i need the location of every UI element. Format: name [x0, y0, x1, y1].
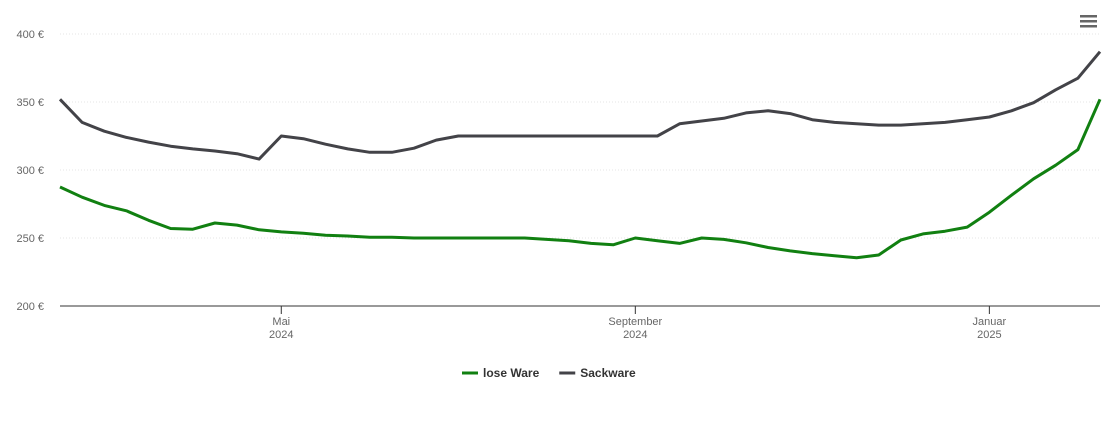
legend-item[interactable]: lose Ware [462, 366, 540, 380]
y-tick-label: 400 € [16, 29, 44, 41]
legend-label: Sackware [580, 366, 636, 380]
series-line [58, 50, 1102, 161]
x-tick-line: Januar [973, 316, 1007, 328]
x-tick-line: September [608, 316, 662, 328]
y-tick-label: 200 € [16, 301, 44, 313]
x-tick-line: 2025 [977, 329, 1001, 341]
x-tick-line: 2024 [269, 329, 293, 341]
y-tick-label: 250 € [16, 233, 44, 245]
menu-bar [1080, 20, 1097, 23]
x-tick-line: 2024 [623, 329, 647, 341]
menu-icon[interactable] [1080, 15, 1097, 28]
legend-item[interactable]: Sackware [559, 366, 636, 380]
x-tick-label: Januar 2025 [973, 316, 1007, 341]
y-tick-label: 350 € [16, 97, 44, 109]
series-line [59, 98, 1102, 260]
menu-bar [1080, 25, 1097, 28]
x-tick-line: Mai [272, 316, 290, 328]
legend-label: lose Ware [483, 366, 540, 380]
x-tick-label: Mai 2024 [269, 316, 293, 341]
x-tick-label: September 2024 [608, 316, 662, 341]
menu-bar [1080, 15, 1097, 18]
legend: lose Ware Sackware [462, 366, 636, 380]
y-tick-label: 300 € [16, 165, 44, 177]
